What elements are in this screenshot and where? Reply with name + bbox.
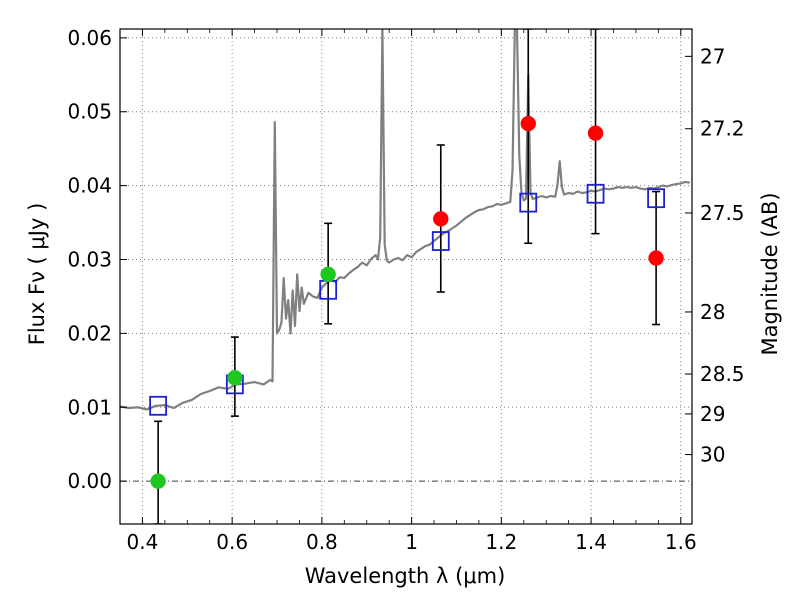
model-square-point (431, 231, 450, 251)
y-tick-label: 0.02 (67, 321, 112, 345)
model-square-point (586, 183, 605, 204)
x-axis-label: Wavelength λ (μm) (305, 564, 506, 588)
y-tick-label: 0.00 (67, 469, 112, 493)
x-tick-label: 1.2 (485, 530, 517, 554)
y-tick-label: 0.04 (67, 174, 112, 198)
right-tick-label: 30 (700, 443, 725, 467)
x-tick-label: 1 (405, 530, 418, 554)
observed-point (433, 211, 449, 227)
right-tick-label: 27 (700, 44, 725, 68)
model-square-point (519, 192, 538, 213)
observed-point (227, 369, 243, 386)
x-tick-label: 0.8 (306, 530, 338, 554)
x-tick-label: 1.6 (665, 530, 697, 554)
plot-area (120, 29, 692, 524)
right-tick-label: 27.2 (700, 117, 745, 141)
plot-content (120, 29, 692, 524)
model-square-point (647, 188, 666, 209)
y-tick-label: 0.01 (67, 395, 112, 419)
y-tick-label: 0.05 (67, 100, 112, 124)
observed-point (648, 250, 664, 266)
right-tick-label: 29 (700, 402, 725, 426)
spectrum-line (120, 29, 690, 411)
right-tick-label: 27.5 (700, 201, 745, 225)
x-tick-label: 0.4 (127, 530, 159, 554)
y-axis-label: Flux Fν ( μJy ) (25, 203, 49, 346)
observed-point (520, 115, 537, 132)
observed-point (150, 473, 166, 489)
y-tick-label: 0.06 (67, 26, 112, 50)
right-tick-label: 28.5 (700, 362, 745, 386)
x-tick-label: 1.4 (575, 530, 607, 554)
y-tick-label: 0.03 (67, 248, 112, 272)
axes: 0.4 0.6 0.8 1 1.2 1.4 1.6 0.00 0.01 0.02 0.03 0.04 0… (67, 26, 744, 554)
observed-point (320, 266, 336, 283)
plot-frame (119, 28, 693, 525)
x-tick-label: 0.6 (216, 530, 248, 554)
y-axis-right-label: Magnitude (AB) (758, 192, 782, 355)
right-tick-label: 28 (700, 300, 725, 324)
observed-point (587, 125, 604, 141)
model-square-point (149, 395, 168, 416)
